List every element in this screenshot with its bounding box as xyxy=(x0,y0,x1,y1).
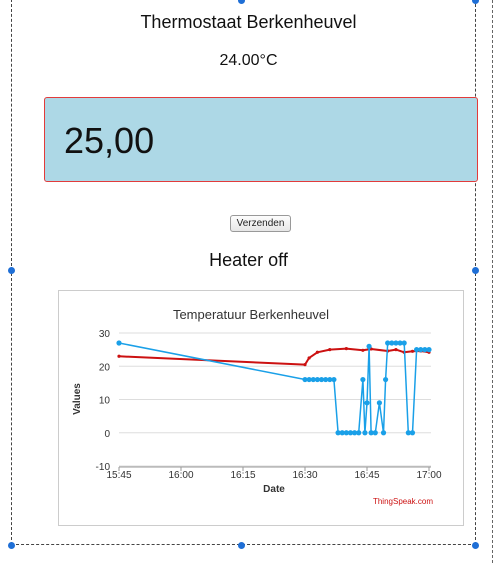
blue-series-point xyxy=(352,430,358,436)
blue-series-line xyxy=(118,342,429,434)
red-series-point xyxy=(303,362,307,367)
blue-series-point xyxy=(343,430,349,436)
red-series-point xyxy=(410,349,415,353)
blue-series-point xyxy=(383,376,389,383)
blue-series-point xyxy=(397,340,403,346)
y-tick-label: -10 xyxy=(96,462,111,473)
blue-series-point xyxy=(372,430,378,436)
blue-series-point xyxy=(380,430,387,436)
red-series-line xyxy=(118,347,430,366)
blue-series-point xyxy=(335,430,341,436)
blue-series-point xyxy=(302,376,308,383)
y-tick-label: 10 xyxy=(99,396,111,407)
blue-series-point xyxy=(331,376,337,383)
red-series-point xyxy=(328,348,332,352)
resize-handle-right-mid[interactable] xyxy=(472,267,479,274)
red-series-point xyxy=(315,350,319,354)
blue-series-point xyxy=(310,376,316,383)
x-tick-label: 15:45 xyxy=(106,470,131,481)
red-series-point xyxy=(361,348,365,352)
chart-container: Temperatuur Berkenheuvel Values Date Thi… xyxy=(58,290,464,526)
resize-handle-bottom-mid[interactable] xyxy=(238,542,245,549)
submit-button[interactable]: Verzenden xyxy=(230,215,291,232)
blue-series-point xyxy=(364,400,370,406)
temperature-chart: Temperatuur Berkenheuvel Values Date Thi… xyxy=(72,307,442,506)
x-tick-label: 16:15 xyxy=(230,470,255,481)
blue-series-point xyxy=(414,347,420,353)
blue-series-point xyxy=(366,343,372,349)
blue-series-point xyxy=(385,340,391,346)
blue-series-point xyxy=(401,340,407,346)
red-series-point xyxy=(307,356,311,360)
resize-handle-bottom-right[interactable] xyxy=(472,542,479,549)
blue-series-point xyxy=(376,400,382,406)
page-title: Thermostaat Berkenheuvel xyxy=(140,12,357,32)
right-guide-line xyxy=(492,0,493,563)
red-series-point xyxy=(117,354,121,358)
blue-series-point xyxy=(409,430,416,436)
blue-series-point xyxy=(356,430,362,436)
blue-series-point xyxy=(405,430,411,436)
blue-series-point xyxy=(422,347,428,353)
y-tick-label: 0 xyxy=(104,429,110,440)
blue-series-point xyxy=(389,340,395,346)
blue-series-point xyxy=(314,376,320,383)
y-axis-label: Values xyxy=(72,383,83,415)
blue-series-point xyxy=(426,347,432,353)
chart-title: Temperatuur Berkenheuvel xyxy=(173,307,329,322)
blue-series-point xyxy=(323,376,329,383)
heater-status: Heater off xyxy=(209,250,288,270)
x-tick-label: 16:30 xyxy=(292,470,317,481)
blue-series-point xyxy=(318,376,325,383)
current-temperature: 24.00°C xyxy=(219,52,278,69)
blue-series-point xyxy=(116,340,122,346)
resize-handle-bottom-left[interactable] xyxy=(8,542,15,549)
blue-series-point xyxy=(393,340,399,346)
chart-credit[interactable]: ThingSpeak.com xyxy=(373,497,433,506)
blue-series-point xyxy=(360,376,366,383)
blue-series-point xyxy=(306,376,312,383)
blue-series-point xyxy=(339,430,345,436)
x-tick-label: 16:00 xyxy=(168,470,193,481)
x-tick-label: 16:45 xyxy=(354,470,379,481)
red-series-point xyxy=(344,347,348,351)
blue-series-point xyxy=(327,376,333,383)
blue-series-point xyxy=(362,430,368,436)
red-series-point xyxy=(394,348,398,352)
x-axis-label: Date xyxy=(263,484,285,495)
resize-handle-top-right[interactable] xyxy=(472,0,479,4)
x-tick-label: 17:00 xyxy=(416,470,441,481)
resize-handle-top-mid[interactable] xyxy=(238,0,245,4)
blue-series-point xyxy=(347,430,354,436)
blue-series-point xyxy=(368,430,374,436)
blue-series-point xyxy=(418,347,424,353)
y-tick-label: 30 xyxy=(99,329,111,340)
resize-handle-left-mid[interactable] xyxy=(8,267,15,274)
y-tick-label: 20 xyxy=(99,362,111,373)
setpoint-input[interactable]: 25,00 xyxy=(44,97,478,182)
